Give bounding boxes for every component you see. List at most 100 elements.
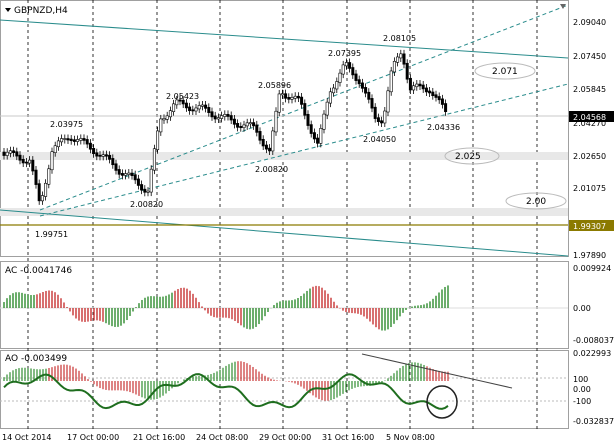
current-price-badge xyxy=(569,111,614,122)
candle-body xyxy=(351,67,355,76)
price-candles xyxy=(2,49,448,205)
candle-body xyxy=(72,139,76,142)
ao-panel-frame xyxy=(0,350,569,429)
candle-body xyxy=(402,53,406,65)
candle-body xyxy=(175,99,179,106)
candle-body xyxy=(184,102,188,109)
candle-body xyxy=(386,90,390,113)
annotation-1-99751: 1.99751 xyxy=(35,230,68,239)
candle-body xyxy=(88,142,92,150)
candle-body xyxy=(210,111,214,118)
candle-body xyxy=(293,95,297,99)
candle-body xyxy=(248,122,252,125)
candle-body xyxy=(92,147,96,155)
price-tick: 2.07450 xyxy=(573,52,606,61)
candle-body xyxy=(255,124,259,133)
candle-body xyxy=(60,138,64,143)
candle-body xyxy=(392,61,396,73)
candle-body xyxy=(197,105,201,110)
candle-body xyxy=(405,62,409,80)
candle-body xyxy=(408,77,412,91)
candle-body xyxy=(287,97,291,100)
candle-body xyxy=(428,90,432,94)
candle-body xyxy=(280,93,284,96)
candle-body xyxy=(399,53,403,59)
candle-body xyxy=(207,107,211,113)
zone-label-mid: 2.025 xyxy=(455,152,481,162)
candle-body xyxy=(332,87,336,94)
chart-shift-icon[interactable] xyxy=(560,4,566,9)
candle-body xyxy=(412,85,416,91)
candle-body xyxy=(127,172,131,175)
candle-body xyxy=(367,91,371,100)
zone-ellipse-top xyxy=(474,62,536,80)
candle-body xyxy=(213,115,217,120)
candle-body xyxy=(300,96,304,105)
candle-body xyxy=(415,83,419,88)
ao-tick: -100 xyxy=(573,397,591,406)
candle-body xyxy=(79,138,83,141)
candle-body xyxy=(383,110,387,124)
candle-body xyxy=(40,195,44,202)
main-panel-frame xyxy=(0,0,569,257)
symbol-label: GBPNZD,H4 xyxy=(14,6,68,16)
annotation-2-05896: 2.05896 xyxy=(258,81,291,90)
support-price-badge xyxy=(569,220,614,231)
candle-body xyxy=(364,87,368,94)
candle-body xyxy=(319,128,323,144)
candle-body xyxy=(156,130,160,151)
candle-body xyxy=(261,138,265,147)
ao-tick: 0.00 xyxy=(573,385,591,394)
zone-band-mid xyxy=(0,152,568,160)
candle-body xyxy=(63,138,67,140)
candle-body xyxy=(108,154,112,160)
candle-body xyxy=(136,178,140,186)
candle-body xyxy=(216,117,220,120)
price-tick: 1.97890 xyxy=(573,251,606,260)
candle-body xyxy=(191,109,195,112)
candle-body xyxy=(181,99,185,105)
candle-body xyxy=(232,118,236,125)
candle-body xyxy=(53,145,57,153)
candle-body xyxy=(303,103,307,116)
candle-body xyxy=(258,131,262,141)
upper-channel-solid xyxy=(0,19,569,59)
price-axis: 2.09040 2.07450 2.05845 2.04270 2.02650 … xyxy=(573,18,606,260)
candle-body xyxy=(296,95,300,99)
ac-tick: 0.009924 xyxy=(573,264,611,273)
candle-body xyxy=(354,73,358,81)
time-tick: 29 Oct 00:00 xyxy=(259,433,311,442)
candle-body xyxy=(56,140,60,148)
candle-body xyxy=(120,173,124,176)
time-tick: 24 Oct 08:00 xyxy=(196,433,248,442)
candle-body xyxy=(309,124,313,134)
symbol-dropdown-icon[interactable] xyxy=(5,8,11,12)
candle-body xyxy=(418,83,422,87)
candle-body xyxy=(31,159,35,172)
candle-body xyxy=(172,103,176,112)
candle-body xyxy=(348,62,352,69)
candle-body xyxy=(316,137,320,144)
candle-body xyxy=(130,172,134,176)
candle-body xyxy=(44,182,48,197)
candle-body xyxy=(360,82,364,89)
candle-body xyxy=(242,124,246,129)
candle-body xyxy=(101,154,105,157)
candle-body xyxy=(284,93,288,99)
candle-body xyxy=(396,56,400,63)
price-tick: 2.01075 xyxy=(573,184,606,193)
candle-body xyxy=(124,173,128,176)
candle-body xyxy=(373,106,377,119)
candle-body xyxy=(370,98,374,109)
annotation-2-04336: 2.04336 xyxy=(427,123,460,132)
candle-body xyxy=(239,126,243,129)
candle-body xyxy=(277,93,281,113)
ao-tick: -0.032837 xyxy=(573,417,614,426)
annotation-2-00820-b: 2.00820 xyxy=(130,200,163,209)
candle-body xyxy=(236,123,240,128)
candle-body xyxy=(76,139,80,142)
annotation-2-05423: 2.05423 xyxy=(166,92,199,101)
candle-body xyxy=(15,151,19,157)
candle-body xyxy=(268,147,272,152)
